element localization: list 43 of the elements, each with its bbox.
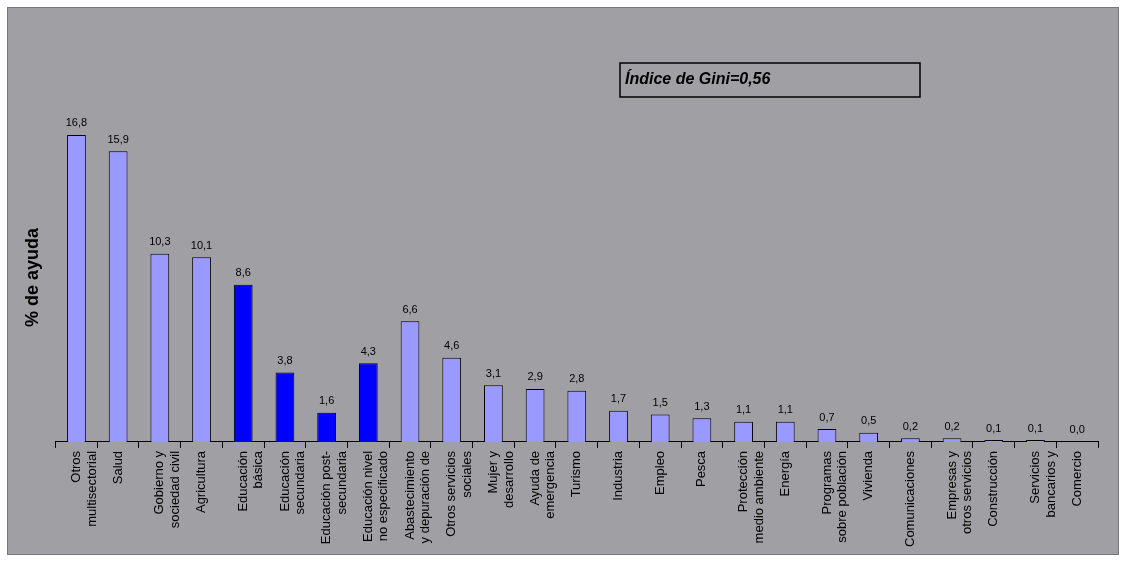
data-label: 2,9: [527, 370, 543, 383]
x-tick-label: Salud: [109, 450, 125, 485]
data-label: 10,1: [190, 238, 213, 251]
data-label: 15,9: [107, 132, 129, 145]
x-tick-label: Empresas y otros servicios: [943, 450, 975, 534]
x-tick-label: Turismo: [568, 450, 584, 498]
data-label: 10,3: [149, 235, 171, 248]
data-label: 1,3: [694, 399, 710, 412]
x-tick-label: Servicios bancarios y: [1027, 450, 1058, 518]
data-label: 1,7: [610, 392, 627, 405]
data-label: 8,6: [235, 266, 251, 279]
data-label: 0,7: [819, 410, 835, 423]
data-label: 0,1: [986, 421, 1002, 434]
y-axis-title: % de ayuda: [21, 226, 42, 327]
data-label: 0,2: [944, 419, 960, 432]
data-label: 3,1: [485, 366, 502, 379]
data-label: 1,1: [735, 403, 752, 416]
text: Índice de Gini=0,56: [625, 69, 771, 88]
x-tick-label: Vivienda: [860, 450, 876, 501]
data-label: 1,6: [318, 394, 335, 407]
x-tick-label: Comercio: [1068, 450, 1084, 507]
x-tick-label: Industria: [610, 450, 626, 501]
x-tick-label: Educación básica: [234, 450, 266, 512]
x-tick-label: Construcción: [985, 450, 1001, 527]
data-label: 0,5: [861, 414, 877, 427]
data-label: 6,6: [402, 302, 418, 315]
x-tick-label: Protección medio ambiente: [735, 450, 766, 544]
data-label: 16,8: [65, 116, 88, 129]
x-tick-label: Empleo: [651, 450, 667, 495]
data-label: 1,1: [777, 403, 793, 416]
data-label: 1,5: [652, 396, 668, 409]
data-label: 0,1: [1027, 421, 1044, 434]
data-label: 2,8: [569, 372, 585, 385]
x-tick-label: Comunicaciones: [901, 450, 917, 548]
x-tick-label: Energía: [776, 450, 792, 497]
data-label: 3,8: [277, 353, 293, 366]
x-tick-label: Agricultura: [193, 450, 209, 514]
x-tick-label: Pesca: [693, 450, 709, 488]
data-label: 0,0: [1069, 423, 1085, 436]
data-label: 0,2: [902, 419, 919, 432]
data-label: 4,3: [360, 344, 376, 357]
x-tick-label: Otros multisectorial: [68, 450, 99, 527]
data-label: 4,6: [444, 339, 460, 352]
